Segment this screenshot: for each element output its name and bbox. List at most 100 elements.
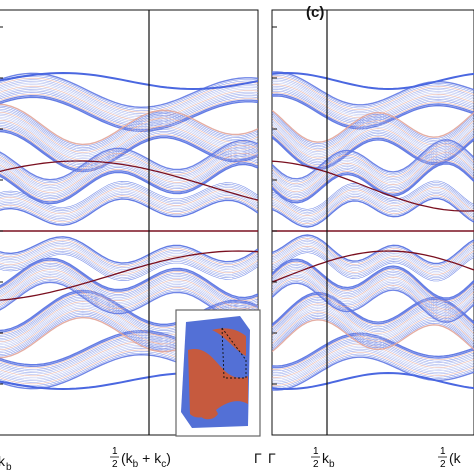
band-line — [0, 266, 258, 306]
band-line — [0, 77, 258, 113]
band-line — [272, 355, 474, 389]
band-line — [272, 342, 474, 376]
band-line — [0, 189, 258, 216]
inset-red-region-3 — [198, 405, 218, 420]
band-line — [272, 86, 474, 120]
band-line — [0, 236, 258, 264]
band-line — [0, 257, 258, 299]
band-line — [272, 93, 474, 128]
band-lines — [272, 71, 474, 391]
band-line — [272, 111, 474, 145]
band-line — [0, 94, 258, 131]
band-line — [272, 76, 474, 110]
right-x-tick-0-label: k — [322, 450, 330, 466]
band-line — [272, 163, 474, 204]
band-line — [272, 281, 474, 321]
band-line — [272, 245, 474, 275]
band-line — [0, 154, 258, 195]
band-envelope — [272, 71, 474, 91]
band-line — [0, 262, 258, 303]
band-line — [0, 246, 258, 273]
band-line — [0, 157, 258, 198]
band-line — [272, 73, 474, 107]
edge-state-line — [272, 250, 474, 283]
right-x-tick-1-label: (k — [449, 450, 462, 466]
band-line — [272, 92, 474, 126]
band-line — [272, 271, 474, 312]
band-line — [272, 180, 474, 210]
band-line — [272, 279, 474, 320]
band-line — [0, 93, 258, 129]
band-line — [272, 147, 474, 188]
band-line — [0, 151, 258, 192]
band-line — [0, 116, 258, 158]
band-line — [0, 252, 258, 280]
band-line — [272, 276, 474, 316]
band-line — [272, 195, 474, 225]
band-line — [0, 160, 258, 201]
inset-red-region-2 — [212, 328, 246, 356]
band-line — [272, 236, 474, 266]
band-line — [272, 247, 474, 277]
left-x-tick-0-sub: b — [6, 462, 12, 473]
band-line — [272, 344, 474, 378]
band-line — [0, 118, 258, 160]
band-line — [0, 84, 258, 119]
band-line — [0, 74, 258, 110]
band-line — [0, 193, 258, 221]
band-line — [0, 269, 258, 310]
band-line — [0, 143, 258, 184]
band-line — [272, 152, 474, 192]
band-line — [272, 258, 474, 299]
band-line — [272, 150, 474, 191]
band-line — [0, 144, 258, 185]
band-line — [272, 265, 474, 305]
band-envelope — [0, 71, 258, 91]
band-line — [272, 250, 474, 280]
band-line — [272, 160, 474, 200]
band-line — [0, 182, 258, 210]
band-line — [272, 350, 474, 384]
band-line — [272, 155, 474, 196]
band-line — [272, 340, 474, 375]
band-line — [0, 250, 258, 278]
right-x-tick-1: 1 2 (k — [438, 446, 462, 470]
band-line — [272, 196, 474, 226]
band-line — [272, 273, 474, 313]
band-line — [272, 319, 474, 353]
band-line — [0, 149, 258, 190]
band-line — [0, 139, 258, 181]
band-line — [272, 113, 474, 146]
band-line — [0, 107, 258, 148]
band-line — [272, 141, 474, 181]
band-line — [0, 239, 258, 267]
band-line — [0, 82, 258, 118]
band-line — [0, 89, 258, 124]
band-line — [272, 332, 474, 367]
band-line — [272, 244, 474, 274]
band-line — [272, 316, 474, 349]
band-line — [0, 148, 258, 188]
band-line — [272, 263, 474, 304]
band-line — [0, 242, 258, 270]
band-line — [272, 262, 474, 302]
band-line — [0, 123, 258, 164]
band-line — [0, 112, 258, 153]
band-line — [0, 275, 258, 316]
left-x-tick-0: k b — [0, 453, 12, 473]
band-envelope — [272, 371, 474, 391]
right-band-panel — [271, 9, 474, 436]
inset-map — [175, 309, 261, 437]
band-line — [0, 113, 258, 155]
edge-state-line — [272, 160, 474, 212]
band-line — [272, 270, 474, 310]
band-line — [272, 82, 474, 117]
band-line — [272, 268, 474, 308]
band-line — [0, 85, 258, 121]
band-line — [0, 87, 258, 122]
band-line — [0, 108, 258, 150]
band-line — [0, 249, 258, 277]
right-x-start-label: Γ — [268, 450, 276, 466]
band-line — [272, 193, 474, 223]
